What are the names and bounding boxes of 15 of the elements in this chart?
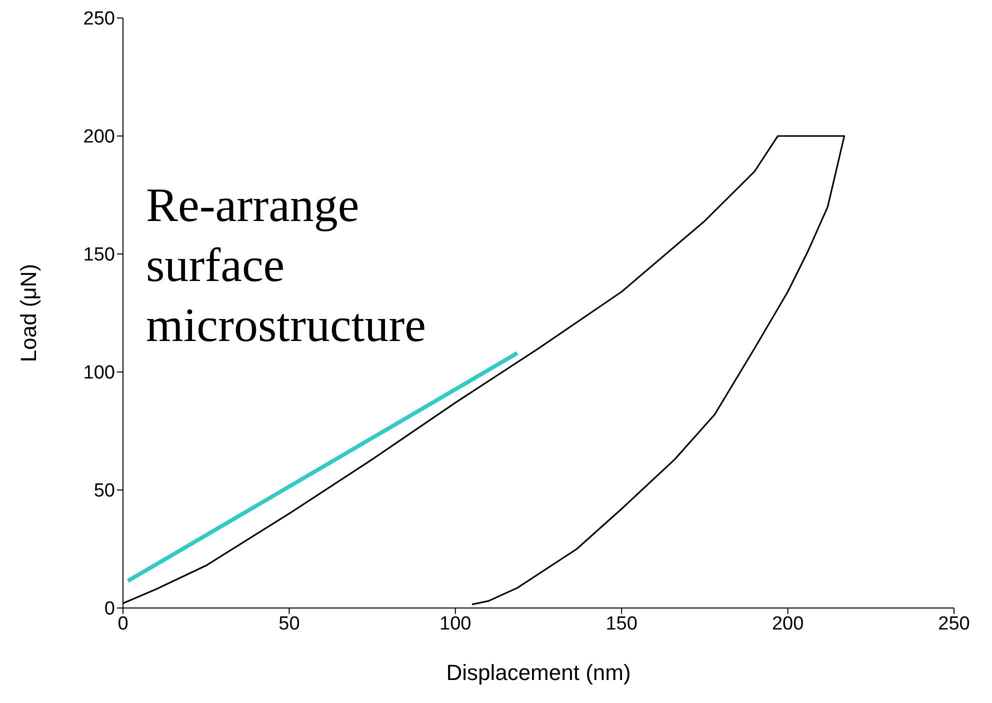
y-tick-label: 250 xyxy=(83,8,115,30)
y-tick-label: 100 xyxy=(83,362,115,384)
y-tick-label: 0 xyxy=(104,598,115,620)
annotation: Re-arrange surface microstructure xyxy=(146,178,427,354)
x-tick-label: 50 xyxy=(278,613,300,634)
y-tick-label: 150 xyxy=(83,244,115,266)
x-tick-label: 100 xyxy=(440,613,472,634)
x-tick-label: 250 xyxy=(938,613,970,634)
x-tick-label: 150 xyxy=(606,613,638,634)
y-tick-label: 200 xyxy=(83,126,115,148)
x-tick-label: 0 xyxy=(118,613,128,634)
x-axis-title: Displacement (nm) xyxy=(446,660,631,685)
y-tick-label: 50 xyxy=(94,480,115,502)
y-axis-title: Load (μN) xyxy=(16,264,41,362)
x-tick-label: 200 xyxy=(772,613,804,634)
